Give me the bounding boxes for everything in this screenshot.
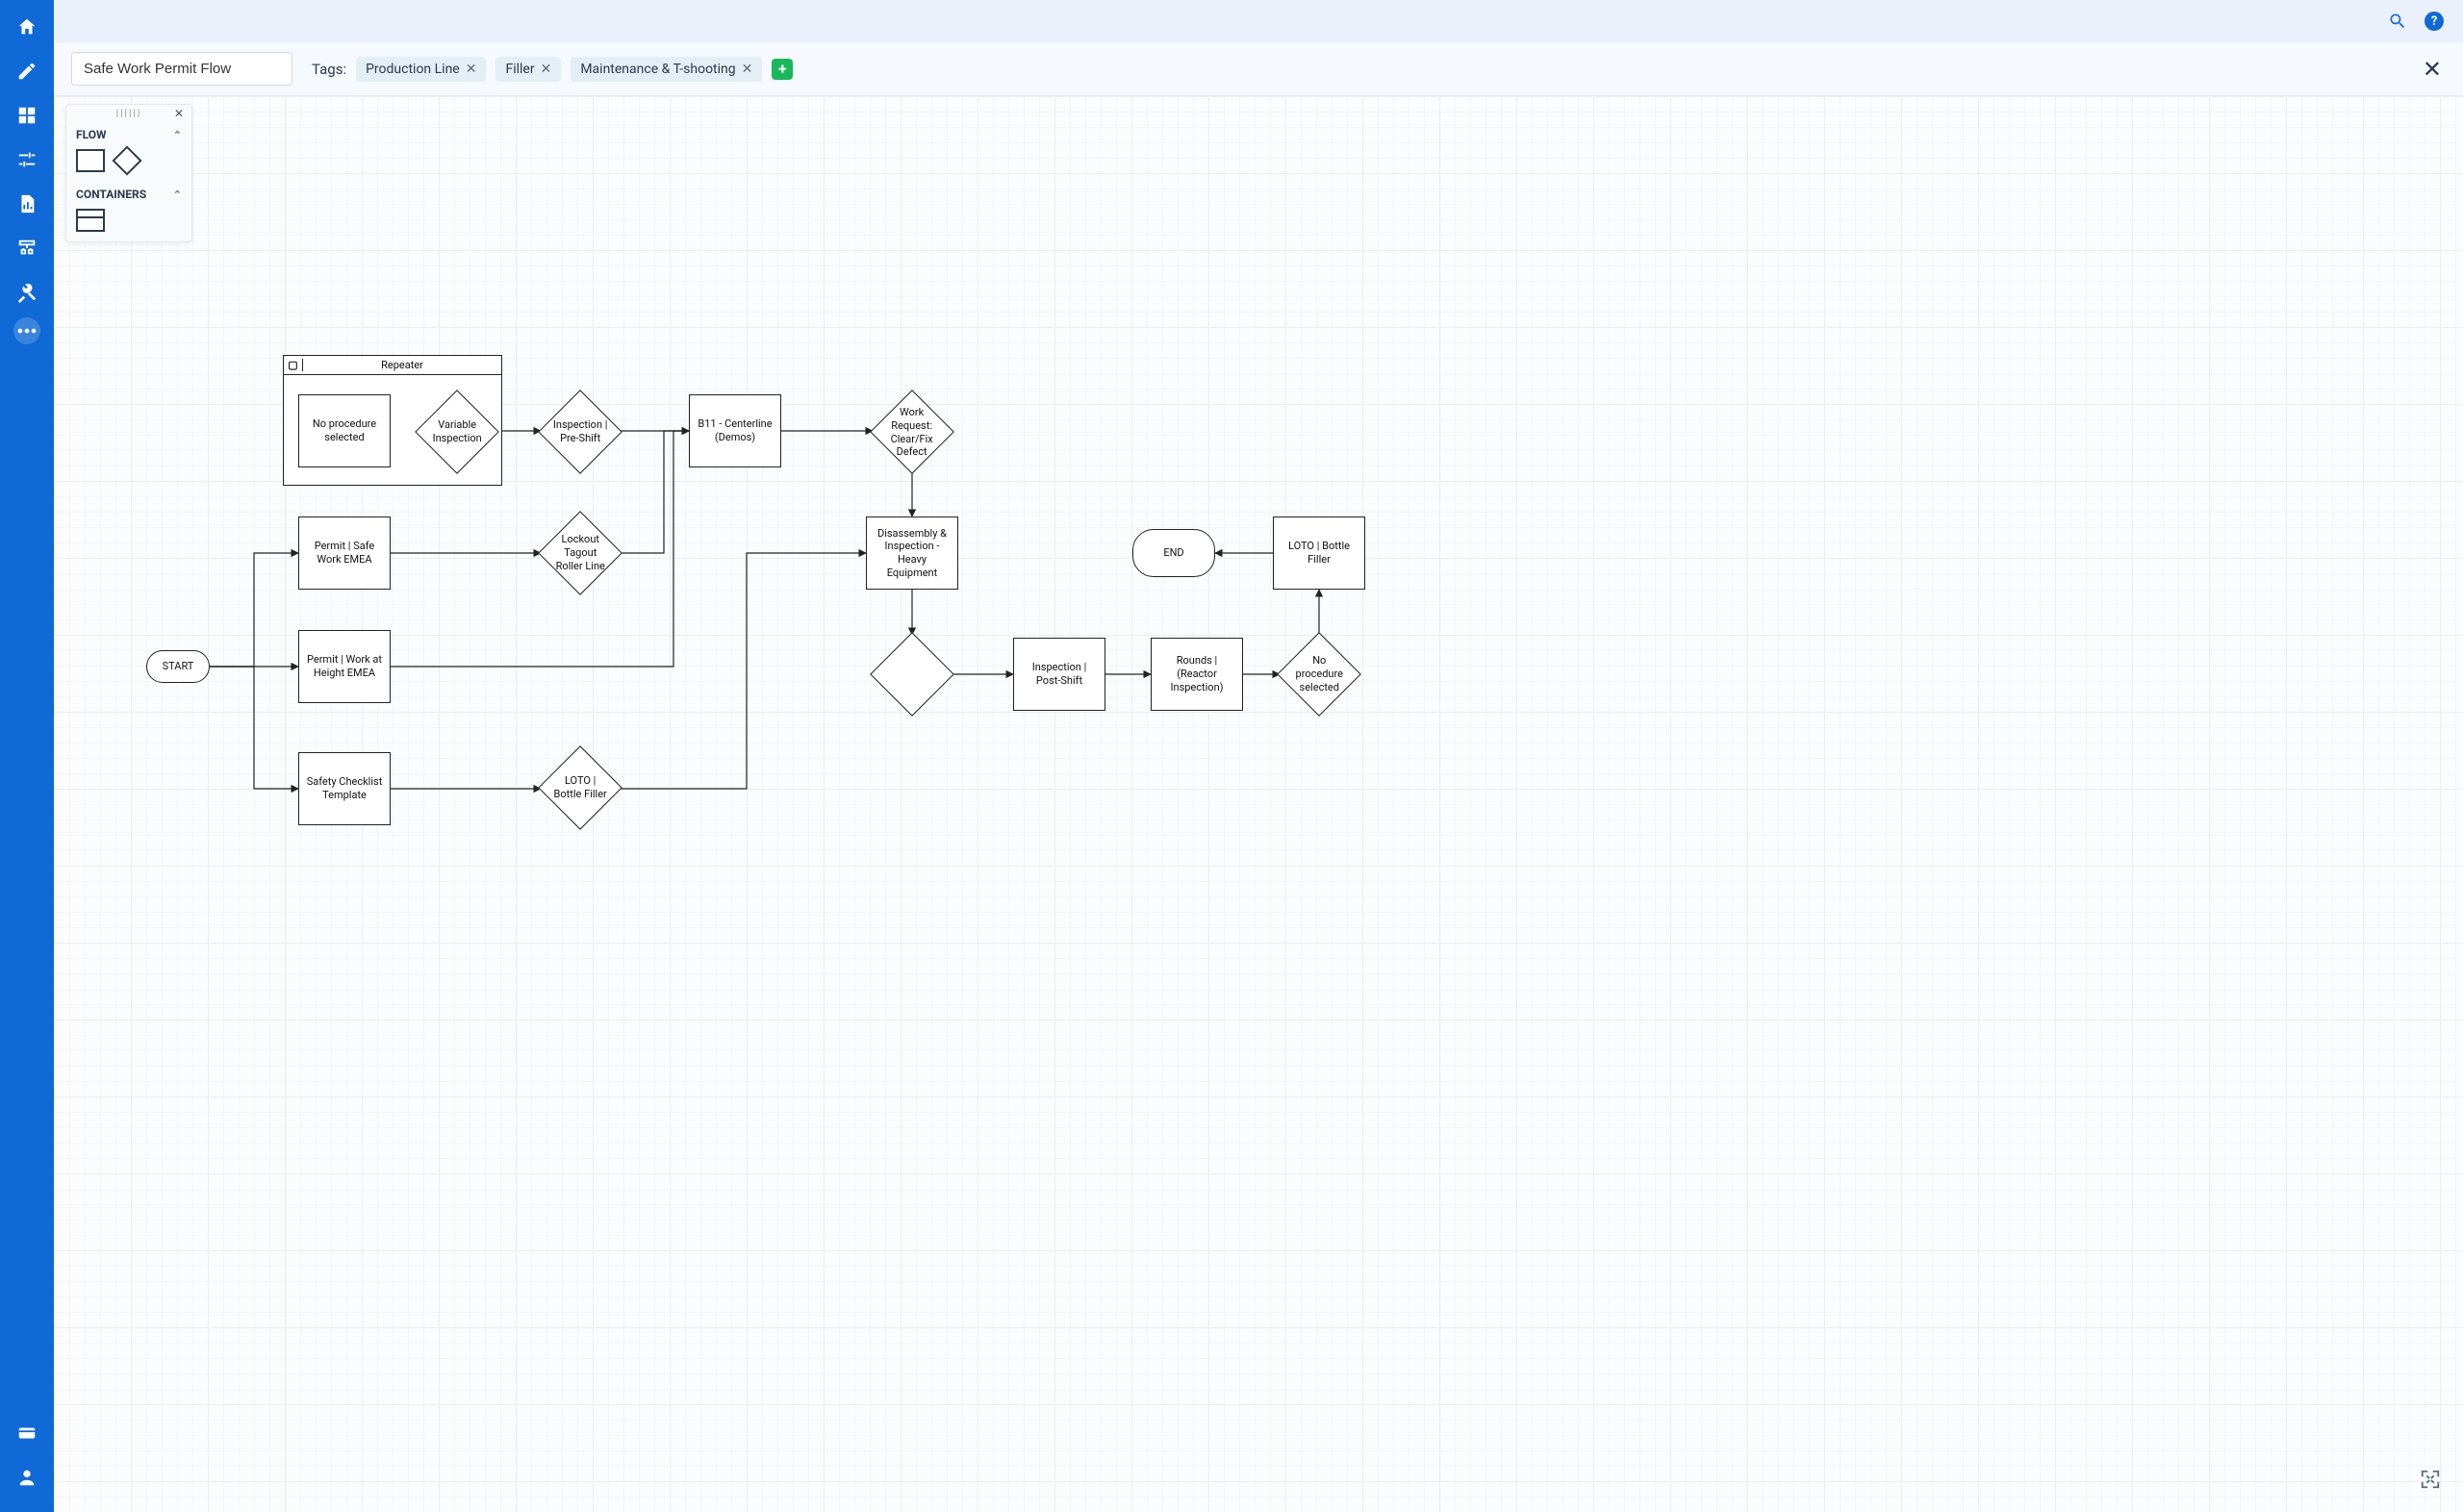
sidebar-grid[interactable] bbox=[8, 96, 46, 135]
flow-node-dec2[interactable] bbox=[870, 632, 954, 717]
palette-section-label: CONTAINERS bbox=[76, 188, 146, 201]
flow-title-input[interactable] bbox=[71, 52, 292, 86]
palette-section-title[interactable]: FLOW ⌃ bbox=[76, 128, 182, 141]
palette-close[interactable]: ✕ bbox=[174, 107, 186, 120]
sidebar-card[interactable] bbox=[8, 1414, 46, 1452]
palette-drag-handle[interactable]: |||||| ✕ bbox=[66, 105, 191, 122]
drag-handle-icon: |||||| bbox=[116, 109, 142, 119]
add-tag-button[interactable]: + bbox=[772, 59, 793, 80]
grid-icon bbox=[16, 105, 38, 126]
fit-icon bbox=[2420, 1469, 2441, 1490]
flow-node-permit_sw[interactable]: Permit | Safe Work EMEA bbox=[298, 517, 391, 590]
search-button[interactable] bbox=[2388, 12, 2407, 31]
flow-edge bbox=[210, 553, 298, 667]
chevron-up-icon: ⌃ bbox=[173, 129, 182, 141]
palette-section-flow: FLOW ⌃ bbox=[66, 122, 191, 182]
flowchart-edges bbox=[54, 96, 2463, 1512]
topbar: ? bbox=[54, 0, 2463, 42]
flow-node-loto_bf2[interactable]: LOTO | Bottle Filler bbox=[538, 745, 622, 830]
user-icon bbox=[16, 1467, 38, 1488]
tag-remove[interactable]: ✕ bbox=[466, 63, 477, 76]
chevron-up-icon: ⌃ bbox=[173, 189, 182, 201]
container-title: Repeater bbox=[303, 359, 501, 372]
home-icon bbox=[16, 16, 38, 38]
tag-chip[interactable]: Filler ✕ bbox=[495, 57, 561, 82]
palette-shape-diamond[interactable] bbox=[112, 145, 141, 175]
flow-node-permit_wh[interactable]: Permit | Work at Height EMEA bbox=[298, 630, 391, 703]
flow-node-workreq[interactable]: Work Request: Clear/Fix Defect bbox=[870, 390, 954, 474]
canvas[interactable]: |||||| ✕ FLOW ⌃ CONTAINERS ⌃ bbox=[54, 96, 2463, 1512]
sidebar-more[interactable] bbox=[13, 317, 40, 344]
flow-edge bbox=[620, 553, 866, 789]
tag-chip[interactable]: Maintenance & T-shooting ✕ bbox=[571, 57, 762, 82]
sidebar-org[interactable] bbox=[8, 229, 46, 267]
flow-node-safety[interactable]: Safety Checklist Template bbox=[298, 752, 391, 825]
sidebar-home[interactable] bbox=[8, 8, 46, 46]
tags-label: Tags: bbox=[312, 61, 346, 78]
flow-node-end[interactable]: END bbox=[1132, 529, 1215, 577]
flow-node-insp_pre[interactable]: Inspection | Pre-Shift bbox=[538, 390, 622, 474]
sliders-icon bbox=[16, 149, 38, 170]
flow-node-rounds[interactable]: Rounds | (Reactor Inspection) bbox=[1151, 638, 1243, 711]
tag-label: Production Line bbox=[366, 62, 460, 77]
tag-label: Filler bbox=[505, 62, 534, 77]
flow-node-label: Work Request: Clear/Fix Defect bbox=[883, 406, 941, 459]
flow-node-start[interactable]: START bbox=[146, 650, 210, 683]
fit-to-screen-button[interactable] bbox=[2415, 1464, 2446, 1495]
flow-node-noproc1[interactable]: No procedure selected bbox=[298, 394, 391, 467]
flow-node-b11[interactable]: B11 - Centerline (Demos) bbox=[689, 394, 781, 467]
sidebar-sliders[interactable] bbox=[8, 140, 46, 179]
flow-node-disasm[interactable]: Disassembly & Inspection - Heavy Equipme… bbox=[866, 517, 958, 590]
search-icon bbox=[2388, 12, 2407, 31]
flow-node-noproc2[interactable]: No procedure selected bbox=[1277, 632, 1361, 717]
palette-shape-container[interactable] bbox=[76, 209, 105, 232]
tools-icon bbox=[16, 282, 38, 303]
org-icon bbox=[16, 238, 38, 259]
flow-node-label: No procedure selected bbox=[1290, 654, 1348, 693]
plus-icon: + bbox=[778, 60, 787, 78]
flow-node-label: Inspection | Pre-Shift bbox=[551, 418, 609, 445]
palette-section-title[interactable]: CONTAINERS ⌃ bbox=[76, 188, 182, 201]
help-button[interactable]: ? bbox=[2425, 12, 2444, 31]
shapes-palette[interactable]: |||||| ✕ FLOW ⌃ CONTAINERS ⌃ bbox=[65, 104, 192, 242]
pencil-icon bbox=[16, 61, 38, 82]
tag-remove[interactable]: ✕ bbox=[742, 63, 753, 76]
header-row: Tags: Production Line ✕ Filler ✕ Maintenan… bbox=[54, 42, 2463, 96]
main: ? Tags: Production Line ✕ Filler ✕ Mainten… bbox=[54, 0, 2463, 1512]
sidebar-report[interactable] bbox=[8, 185, 46, 223]
sidebar-edit[interactable] bbox=[8, 52, 46, 90]
container-collapse[interactable]: ▢ bbox=[284, 359, 303, 372]
flow-node-label: Lockout Tagout Roller Line bbox=[551, 533, 609, 572]
close-button[interactable]: ✕ bbox=[2419, 56, 2446, 83]
sidebar-tools[interactable] bbox=[8, 273, 46, 312]
flow-node-loto_roller[interactable]: Lockout Tagout Roller Line bbox=[538, 511, 622, 595]
more-icon bbox=[13, 317, 40, 344]
flow-node-loto_bf[interactable]: LOTO | Bottle Filler bbox=[1273, 517, 1365, 590]
tag-chip[interactable]: Production Line ✕ bbox=[356, 57, 486, 82]
tag-label: Maintenance & T-shooting bbox=[580, 62, 735, 77]
tag-remove[interactable]: ✕ bbox=[541, 63, 552, 76]
close-icon: ✕ bbox=[2423, 56, 2442, 83]
flow-edge bbox=[620, 431, 689, 553]
flow-node-insp_post[interactable]: Inspection | Post-Shift bbox=[1013, 638, 1105, 711]
palette-section-label: FLOW bbox=[76, 128, 106, 141]
flow-node-label: Variable Inspection bbox=[428, 418, 486, 445]
palette-shape-rect[interactable] bbox=[76, 149, 105, 172]
card-icon bbox=[16, 1423, 38, 1444]
palette-section-containers: CONTAINERS ⌃ bbox=[66, 182, 191, 241]
flow-node-label: LOTO | Bottle Filler bbox=[551, 774, 609, 801]
sidebar bbox=[0, 0, 54, 1512]
tags-wrap: Tags: Production Line ✕ Filler ✕ Maintenan… bbox=[312, 57, 2400, 82]
sidebar-user[interactable] bbox=[8, 1458, 46, 1497]
flow-edge bbox=[210, 667, 298, 789]
help-icon-label: ? bbox=[2431, 14, 2437, 29]
file-chart-icon bbox=[16, 193, 38, 214]
